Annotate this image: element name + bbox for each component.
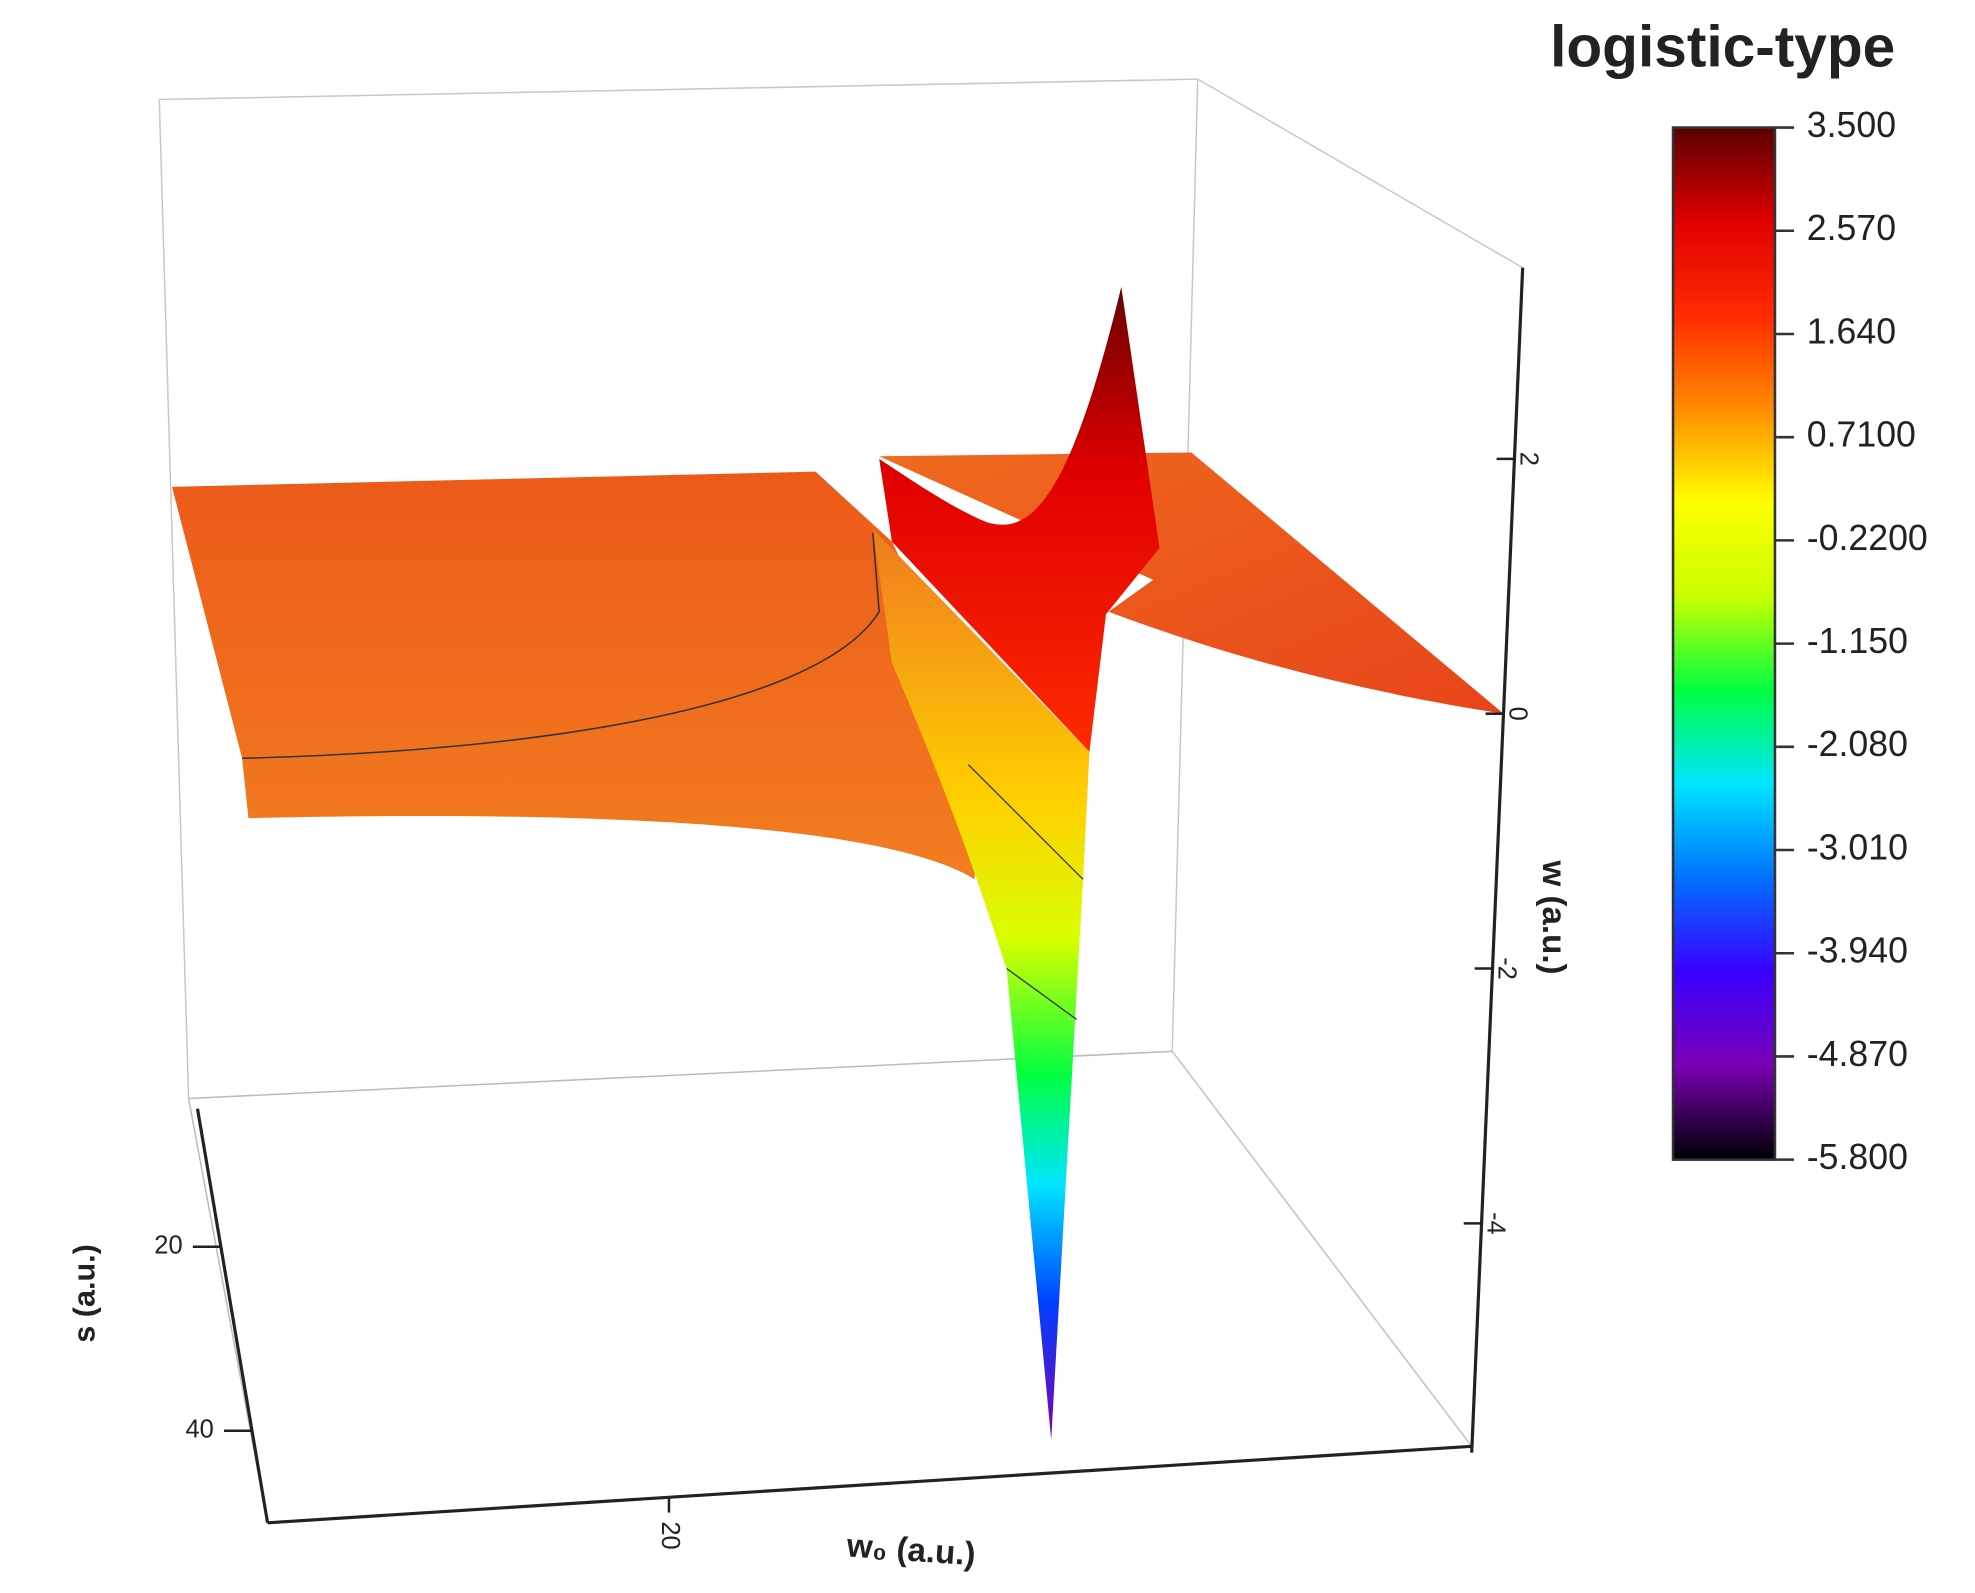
- colorbar-tick-label: 1.640: [1807, 311, 1896, 351]
- colorbar-tick-label: -1.150: [1807, 621, 1908, 661]
- colorbar: [1671, 126, 1777, 1161]
- colorbar-tick-label: -3.940: [1807, 931, 1908, 971]
- surface-patch: [872, 528, 1090, 1440]
- colorbar-tick-label: -0.2200: [1807, 518, 1928, 558]
- colorbar-tick-label: -3.010: [1807, 827, 1908, 867]
- colorbar-tick-label: 0.7100: [1807, 415, 1916, 455]
- z-tick-label: 0: [1503, 707, 1531, 721]
- y-axis: [195, 1108, 270, 1524]
- colorbar-tick-label: 3.500: [1807, 105, 1896, 145]
- colorbar-tick-label: -5.800: [1807, 1137, 1908, 1177]
- colorbar-tick-label: -2.080: [1807, 724, 1908, 764]
- box-edge: [159, 78, 1198, 101]
- z-axis: [1470, 267, 1525, 1453]
- contour-line: [967, 764, 1084, 1020]
- z-tick-label: 2: [1514, 452, 1542, 466]
- contour-line: [242, 532, 880, 760]
- box-edge: [1197, 78, 1524, 269]
- x-tick-label: 20: [656, 1521, 684, 1549]
- surface-patch: [172, 471, 975, 880]
- x-axis: [267, 1444, 1472, 1525]
- surface-patch: [879, 286, 1160, 752]
- floor: [187, 1050, 1474, 1524]
- surface: [172, 286, 1504, 1440]
- z-axis-label: w (a.u.): [1535, 860, 1572, 975]
- y-tick-label: 20: [154, 1231, 182, 1259]
- z-tick-label: -2: [1493, 957, 1521, 980]
- x-axis-label: w₀ (a.u.): [845, 1527, 977, 1573]
- colorbar-tick-label: -4.870: [1807, 1034, 1908, 1074]
- box-edge: [158, 99, 190, 1099]
- y-axis-label: s (a.u.): [68, 1244, 102, 1343]
- y-tick-label: 40: [185, 1415, 213, 1443]
- z-tick-label: -4: [1482, 1212, 1510, 1235]
- box-edge: [1171, 1050, 1473, 1447]
- colorbar-tick-label: 2.570: [1807, 208, 1896, 248]
- chart-title: logistic-type: [1550, 15, 1895, 80]
